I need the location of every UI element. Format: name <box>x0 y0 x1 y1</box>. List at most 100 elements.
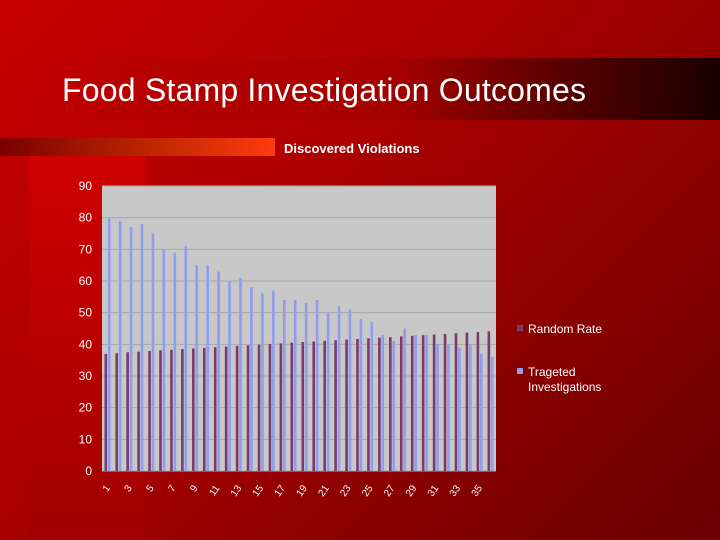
bar-targeted-investigations <box>261 293 264 471</box>
bar-targeted-investigations <box>469 344 472 471</box>
bar-random-rate <box>170 349 173 471</box>
gridlines <box>102 185 496 472</box>
bar-random-rate <box>367 338 370 471</box>
x-tick-label: 35 <box>470 483 486 499</box>
y-tick-label: 60 <box>79 274 93 288</box>
bar-targeted-investigations <box>272 290 275 471</box>
y-tick-label: 70 <box>79 242 93 256</box>
y-tick-label: 30 <box>79 369 93 383</box>
bar-targeted-investigations <box>447 344 450 471</box>
bar-random-rate <box>410 335 414 471</box>
bar-targeted-investigations <box>184 246 188 471</box>
bar-targeted-investigations <box>403 328 406 471</box>
bar-random-rate <box>356 338 359 471</box>
bar-targeted-investigations <box>326 312 330 471</box>
x-tick-label: 15 <box>251 483 267 499</box>
x-tick-label: 5 <box>145 483 157 494</box>
y-tick-label: 90 <box>79 179 93 193</box>
bar-random-rate <box>487 331 491 471</box>
bar-random-rate <box>213 347 217 471</box>
plot-area <box>102 186 496 471</box>
bar-random-rate <box>279 343 283 471</box>
bar-targeted-investigations <box>490 357 494 471</box>
accent-bar <box>0 138 275 156</box>
bar-random-rate <box>104 353 108 471</box>
x-tick-label: 9 <box>188 483 200 494</box>
x-tick-label: 25 <box>360 483 376 499</box>
legend-swatch-random-rate <box>517 325 523 331</box>
bar-targeted-investigations <box>118 220 122 471</box>
y-tick-label: 20 <box>79 401 93 415</box>
bar-random-rate <box>235 345 239 471</box>
x-tick-label: 11 <box>207 483 222 498</box>
bar-targeted-investigations <box>359 319 363 471</box>
x-tick-label: 23 <box>338 483 354 499</box>
bar-targeted-investigations <box>414 334 417 471</box>
bar-random-rate <box>148 350 151 471</box>
title-band <box>0 58 720 120</box>
bar-targeted-investigations <box>392 341 396 471</box>
legend-label: Investigations <box>528 380 601 394</box>
bar-random-rate <box>137 351 140 471</box>
bar-targeted-investigations <box>425 334 428 471</box>
bar-targeted-investigations <box>162 249 166 471</box>
bar-random-rate <box>159 350 162 471</box>
bar-random-rate <box>399 336 403 471</box>
bar-targeted-investigations <box>293 300 297 471</box>
bar-random-rate <box>246 345 250 471</box>
x-tick-label: 17 <box>273 483 289 499</box>
bar-random-rate <box>465 332 469 471</box>
bar-random-rate <box>181 349 184 471</box>
bar-targeted-investigations <box>370 322 374 471</box>
bar-targeted-investigations <box>140 224 144 471</box>
bars <box>104 217 494 471</box>
slide-title: Food Stamp Investigation Outcomes <box>62 72 587 108</box>
y-axis-ticks: 0 10 20 30 40 50 60 70 80 90 <box>79 179 93 478</box>
bar-targeted-investigations <box>479 353 483 471</box>
x-tick-label: 7 <box>166 483 178 494</box>
bar-random-rate <box>476 331 480 471</box>
y-tick-label: 10 <box>79 432 93 446</box>
bar-random-rate <box>202 347 206 471</box>
x-tick-label: 19 <box>295 483 311 499</box>
bar-targeted-investigations <box>129 227 133 471</box>
y-tick-label: 40 <box>79 337 93 351</box>
bar-random-rate <box>192 348 195 471</box>
y-tick-label: 0 <box>85 464 92 478</box>
x-axis-ticks: 1 3 5 7 9 11 13 15 17 19 21 23 25 27 29 31 33 35 <box>101 483 486 499</box>
bar-targeted-investigations <box>315 300 319 471</box>
bar-targeted-investigations <box>304 303 308 471</box>
x-tick-label: 21 <box>316 483 332 499</box>
bar-targeted-investigations <box>195 265 199 471</box>
legend-label: Random Rate <box>528 322 602 336</box>
bar-random-rate <box>378 337 381 471</box>
bar-random-rate <box>334 340 337 471</box>
bar-random-rate <box>301 342 305 471</box>
x-tick-label: 33 <box>448 483 464 499</box>
bar-random-rate <box>389 337 392 471</box>
x-tick-label: 27 <box>382 483 398 499</box>
bar-targeted-investigations <box>337 306 341 471</box>
bar-random-rate <box>268 344 272 471</box>
y-tick-label: 50 <box>79 306 93 320</box>
x-tick-label: 1 <box>101 483 113 494</box>
bar-random-rate <box>432 334 436 471</box>
y-tick-label: 80 <box>79 211 93 225</box>
chart-title: Discovered Violations <box>284 141 420 156</box>
bar-random-rate <box>115 353 119 471</box>
bar-random-rate <box>323 340 326 471</box>
bar-targeted-investigations <box>250 287 253 471</box>
bar-targeted-investigations <box>173 252 177 471</box>
bar-targeted-investigations <box>239 277 242 471</box>
bar-random-rate <box>126 352 129 471</box>
x-tick-label: 3 <box>123 483 135 494</box>
bar-targeted-investigations <box>217 271 220 471</box>
bar-random-rate <box>257 344 261 471</box>
bar-random-rate <box>421 335 425 471</box>
bar-targeted-investigations <box>458 347 461 471</box>
bar-random-rate <box>290 342 294 471</box>
bar-targeted-investigations <box>151 233 155 471</box>
legend-label: Trageted <box>528 365 576 379</box>
bar-targeted-investigations <box>381 334 385 471</box>
